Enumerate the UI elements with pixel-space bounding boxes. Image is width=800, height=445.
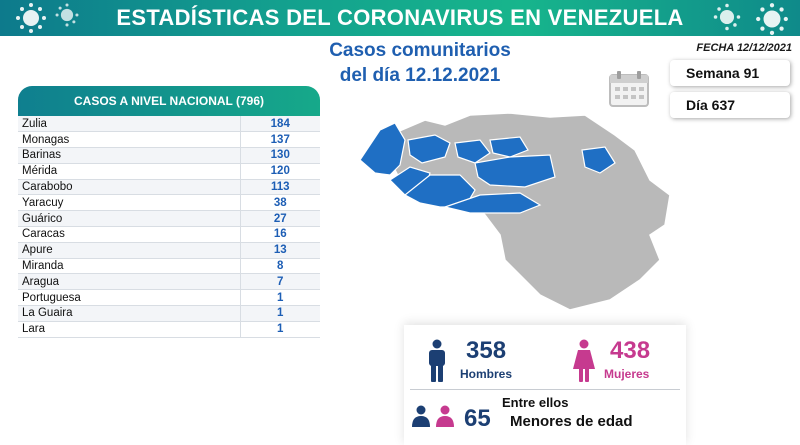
state-cases: 27 — [239, 210, 320, 228]
calendar-icon — [609, 71, 649, 107]
card-divider — [410, 389, 680, 390]
child-icon — [412, 405, 454, 427]
state-cases: 16 — [239, 226, 320, 243]
women-label: Mujeres — [604, 367, 650, 381]
minors-intro: Entre ellos — [502, 395, 569, 410]
week-badge: Semana 91 — [670, 60, 790, 86]
minors-label: Menores de edad — [510, 413, 633, 430]
virus-icon — [713, 3, 741, 31]
state-name: Monagas — [18, 131, 240, 149]
state-name: La Guaira — [18, 305, 240, 322]
map-region-carabobo — [454, 139, 491, 164]
table-row: Zulia 184 — [18, 116, 320, 133]
state-cases: 38 — [239, 194, 320, 212]
table-row: Mérida 120 — [18, 163, 320, 180]
map-region-apure — [442, 192, 542, 214]
map-region-lara — [407, 134, 451, 164]
table-row: Lara 1 — [18, 321, 320, 338]
map-region-miranda — [489, 136, 529, 158]
state-name: Lara — [18, 321, 240, 338]
map-region-guarico — [474, 154, 556, 188]
state-cases-table: Zulia 184 Monagas 137 Barinas 130 Mérida 120 Car… — [18, 116, 320, 338]
state-cases: 13 — [239, 242, 320, 259]
subtitle: Casos comunitarios del día 12.12.2021 — [250, 38, 590, 88]
state-cases: 8 — [239, 258, 320, 275]
men-count: 358 — [466, 337, 507, 364]
state-cases: 1 — [239, 289, 320, 307]
table-row: Caracas 16 — [18, 226, 320, 243]
men-label: Hombres — [460, 367, 513, 381]
state-name: Miranda — [18, 258, 240, 275]
venezuela-map — [359, 112, 671, 311]
subtitle-line1: Casos comunitarios — [329, 40, 511, 61]
map-region-monagas — [581, 146, 616, 174]
state-cases: 113 — [239, 179, 320, 196]
day-badge: Día 637 — [670, 92, 790, 118]
table-row: Portuguesa 1 — [18, 289, 320, 307]
state-name: Mérida — [18, 163, 240, 180]
virus-icon — [756, 3, 788, 35]
virus-icon — [55, 3, 79, 27]
state-name: Aragua — [18, 273, 240, 291]
state-name: Barinas — [18, 147, 240, 164]
woman-icon — [573, 339, 595, 382]
state-cases: 1 — [239, 321, 320, 338]
state-cases: 1 — [239, 305, 320, 322]
state-name: Guárico — [18, 210, 240, 228]
state-name: Caracas — [18, 226, 240, 243]
national-cases-header: CASOS A NIVEL NACIONAL (796) — [18, 86, 320, 116]
table-row: Apure 13 — [18, 242, 320, 259]
state-name: Yaracuy — [18, 194, 240, 212]
state-name: Portuguesa — [18, 289, 240, 307]
table-row: Barinas 130 — [18, 147, 320, 164]
minors-count: 65 — [464, 405, 491, 432]
table-row: Guárico 27 — [18, 210, 320, 228]
national-cases-panel: CASOS A NIVEL NACIONAL (796) Zulia 184 Mon… — [18, 86, 320, 342]
man-icon — [429, 339, 445, 382]
women-count: 438 — [610, 337, 651, 364]
table-row: Monagas 137 — [18, 131, 320, 149]
demographics-card: 358 Hombres 438 Mujeres Entre ellos 65 M… — [404, 325, 686, 445]
page-title: ESTADÍSTICAS DEL CORONAVIRUS EN VENEZUEL… — [116, 5, 684, 30]
state-cases: 7 — [239, 273, 320, 291]
date-label: FECHA 12/12/2021 — [696, 42, 792, 54]
map-region-zulia — [359, 122, 406, 176]
state-cases: 137 — [239, 131, 320, 149]
table-row: Yaracuy 38 — [18, 194, 320, 212]
table-row: Carabobo 113 — [18, 179, 320, 196]
table-row: La Guaira 1 — [18, 305, 320, 322]
table-row: Miranda 8 — [18, 258, 320, 275]
header-banner: ESTADÍSTICAS DEL CORONAVIRUS EN VENEZUEL… — [0, 0, 800, 36]
subtitle-line2: del día 12.12.2021 — [339, 65, 501, 86]
state-cases: 130 — [239, 147, 320, 164]
table-row: Aragua 7 — [18, 273, 320, 291]
state-name: Carabobo — [18, 179, 240, 196]
state-cases: 120 — [239, 163, 320, 180]
state-name: Zulia — [18, 116, 240, 133]
state-cases: 184 — [239, 116, 320, 133]
state-name: Apure — [18, 242, 240, 259]
virus-icon — [16, 3, 46, 33]
